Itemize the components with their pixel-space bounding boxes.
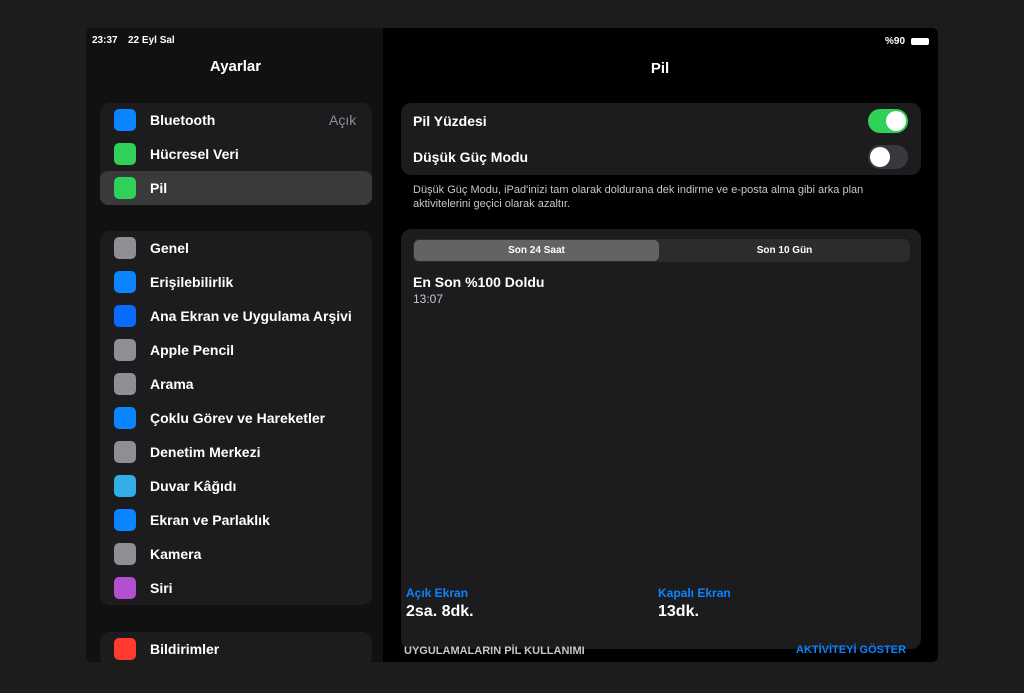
- sidebar-item[interactable]: [100, 367, 372, 401]
- toggle-knob: [886, 111, 906, 131]
- sidebar-label: Apple Pencil: [150, 342, 235, 358]
- sidebar-label: Bildirimler: [150, 641, 220, 657]
- sidebar-label: Ana Ekran ve Uygulama Arşivi: [150, 308, 352, 324]
- sidebar-icon: [114, 143, 136, 165]
- sidebar-icon: [114, 339, 136, 361]
- summary-label: Kapalı Ekran: [658, 586, 731, 600]
- chart-card: [401, 229, 921, 649]
- status-date: 22 Eyl Sal: [128, 35, 175, 46]
- last-charge-time: 13:07: [413, 292, 444, 306]
- sidebar-label: Ekran ve Parlaklık: [150, 512, 270, 528]
- sidebar-group: [100, 231, 372, 605]
- sidebar-icon: [114, 509, 136, 531]
- sidebar-icon: [114, 441, 136, 463]
- sidebar-icon: [114, 543, 136, 565]
- status-battery: %90: [885, 36, 906, 47]
- summary-value: 13dk.: [658, 603, 699, 620]
- sidebar-title: Ayarlar: [209, 58, 262, 75]
- sidebar-label: Kamera: [150, 546, 202, 562]
- sidebar-item[interactable]: [100, 231, 372, 265]
- toggle-label: Pil Yüzdesi: [413, 113, 487, 129]
- sidebar-icon: [114, 638, 136, 660]
- sidebar-item[interactable]: [100, 632, 372, 662]
- status-time: 23:37: [92, 35, 118, 46]
- sidebar-label: Çoklu Görev ve Hareketler: [150, 410, 326, 426]
- sidebar-label: Hücresel Veri: [150, 146, 239, 162]
- sidebar-label: Bluetooth: [150, 112, 216, 128]
- sidebar-label: Siri: [150, 580, 173, 596]
- sidebar-icon: [114, 577, 136, 599]
- ipad-screen: PİL DÜZEYİ%100%50%00003060912151821AKTİV…: [86, 28, 938, 662]
- toggle-card: [401, 103, 921, 175]
- sidebar-icon: [114, 305, 136, 327]
- battery-icon: [911, 38, 929, 45]
- sidebar-icon: [114, 407, 136, 429]
- sidebar-label: Arama: [150, 376, 194, 392]
- sidebar-label: Erişilebilirlik: [150, 274, 234, 290]
- summary-label: Açık Ekran: [406, 586, 469, 600]
- sidebar-item[interactable]: [100, 265, 372, 299]
- sidebar-icon: [114, 475, 136, 497]
- page-title: Pil: [650, 60, 670, 77]
- summary-value: 2sa. 8dk.: [406, 603, 474, 620]
- sidebar-label: Duvar Kâğıdı: [150, 478, 237, 494]
- sidebar-label: Denetim Merkezi: [150, 444, 261, 460]
- sidebar-group: [100, 632, 372, 662]
- toggle-label: Düşük Güç Modu: [413, 149, 529, 165]
- sidebar-icon: [114, 237, 136, 259]
- segment[interactable]: Son 24 Saat: [414, 240, 659, 261]
- sidebar-icon: [114, 373, 136, 395]
- sidebar-label: Pil: [150, 180, 168, 196]
- sidebar-item[interactable]: [100, 333, 372, 367]
- footer-action[interactable]: AKTİVİTEYİ GÖSTER: [796, 644, 907, 656]
- sidebar-value: Açık: [329, 112, 357, 128]
- sidebar-icon: [114, 177, 136, 199]
- segment[interactable]: Son 10 Gün: [756, 245, 813, 256]
- toggle-knob: [870, 147, 890, 167]
- last-charge-title: En Son %100 Doldu: [413, 274, 545, 290]
- footer-title: UYGULAMALARIN PİL KULLANIMI: [404, 645, 585, 657]
- sidebar-icon: [114, 271, 136, 293]
- sidebar-item[interactable]: [100, 571, 372, 605]
- sidebar-label: Genel: [150, 240, 189, 256]
- sidebar-item[interactable]: [100, 171, 372, 205]
- sidebar-item[interactable]: [100, 537, 372, 571]
- sidebar-icon: [114, 109, 136, 131]
- note: Düşük Güç Modu, iPad'inizi tam olarak do…: [413, 184, 864, 210]
